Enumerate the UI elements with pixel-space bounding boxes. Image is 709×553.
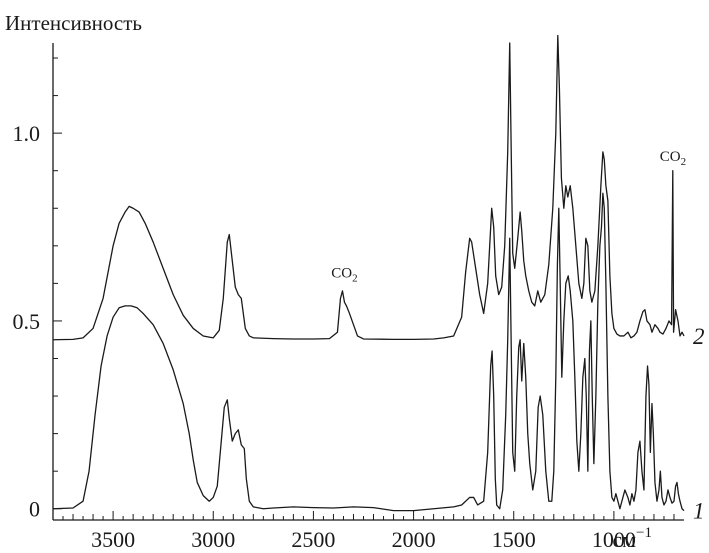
spectrum-line-1 xyxy=(52,192,685,512)
tick-labels: 3500 3000 2500 2000 1500 1000 0 0.5 1.0 xyxy=(13,121,636,552)
y-tick-label: 0.5 xyxy=(13,309,41,334)
y-axis-title: Интенсивность xyxy=(5,11,142,35)
curve-labels: 21 xyxy=(693,324,705,524)
annotations: CO2 CO2 xyxy=(331,149,686,284)
co2-annotation: CO2 xyxy=(660,149,686,168)
spectrum-curves xyxy=(52,34,685,512)
axes xyxy=(52,43,684,521)
x-axis-unit: см−1 xyxy=(612,525,652,552)
y-tick-label: 1.0 xyxy=(13,121,41,146)
x-tick-label: 3500 xyxy=(91,527,135,552)
x-tick-label: 2000 xyxy=(392,527,436,552)
x-tick-label: 1500 xyxy=(492,527,536,552)
co2-annotation: CO2 xyxy=(331,265,357,284)
x-tick-label: 3000 xyxy=(191,527,235,552)
curve-label-2: 2 xyxy=(693,324,705,349)
x-tick-label: 1000 xyxy=(592,527,636,552)
curve-label-1: 1 xyxy=(693,499,705,524)
x-tick-label: 2500 xyxy=(291,527,335,552)
spectrum-line-2 xyxy=(52,34,685,341)
y-tick-label: 0 xyxy=(29,497,40,522)
